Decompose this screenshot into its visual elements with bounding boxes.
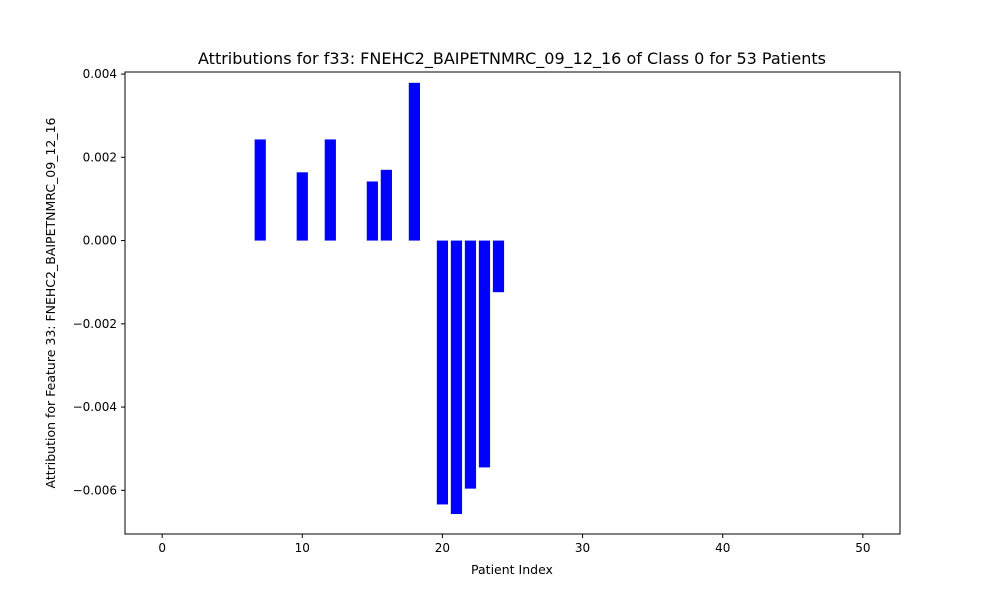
y-tick-label: −0.002 (73, 317, 117, 331)
bars-group (254, 82, 505, 515)
y-axis-ticks: 0.004 0.002 0.000 −0.002 −0.004 −0.006 (73, 67, 125, 497)
bar-patient-23 (478, 240, 491, 468)
y-axis-label: Attribution for Feature 33: FNEHC2_BAIPE… (43, 117, 58, 488)
bar-patient-12 (324, 139, 336, 241)
bar-patient-10 (296, 172, 308, 241)
x-axis-ticks: 0 10 20 30 40 50 (158, 534, 871, 555)
y-tick-label: 0.002 (83, 150, 117, 164)
bar-patient-20 (436, 240, 449, 505)
bar-patient-21 (450, 240, 463, 515)
x-tick-label: 30 (575, 541, 590, 555)
y-tick-label: 0.004 (83, 67, 117, 81)
x-tick-label: 50 (855, 541, 870, 555)
plot-frame (124, 71, 901, 535)
x-tick-label: 10 (295, 541, 310, 555)
chart-title: Attributions for f33: FNEHC2_BAIPETNMRC_… (198, 49, 826, 69)
bar-patient-22 (464, 240, 477, 489)
bar-patient-18 (408, 82, 420, 241)
y-tick-label: 0.000 (83, 234, 117, 248)
x-tick-label: 40 (715, 541, 730, 555)
y-tick-label: −0.006 (73, 483, 117, 497)
bar-patient-24 (492, 240, 505, 293)
bar-patient-7 (254, 139, 266, 241)
y-tick-label: −0.004 (73, 400, 117, 414)
x-axis-label: Patient Index (471, 562, 553, 577)
bar-patient-16 (380, 169, 392, 241)
x-tick-label: 0 (158, 541, 166, 555)
x-tick-label: 20 (435, 541, 450, 555)
bar-patient-15 (366, 181, 378, 241)
